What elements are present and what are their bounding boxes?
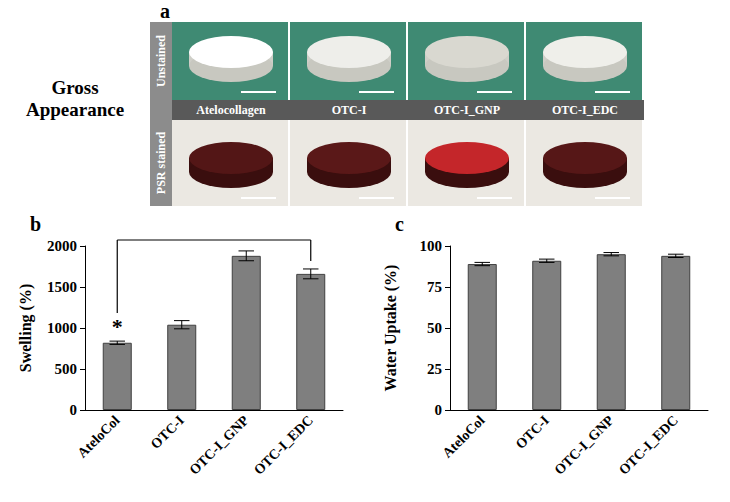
svg-text:1500: 1500	[47, 279, 77, 295]
svg-text:Swelling (%): Swelling (%)	[17, 284, 35, 372]
svg-text:OTC-I_GNP: OTC-I_GNP	[434, 103, 500, 117]
svg-text:OTC-I_GNP: OTC-I_GNP	[552, 412, 617, 477]
svg-text:500: 500	[55, 361, 78, 377]
svg-text:*: *	[112, 314, 123, 339]
svg-text:a: a	[160, 0, 170, 22]
svg-text:25: 25	[427, 361, 442, 377]
svg-text:OTC-I: OTC-I	[332, 103, 367, 117]
svg-text:75: 75	[427, 279, 442, 295]
svg-text:PSR stained: PSR stained	[154, 132, 168, 195]
svg-text:0: 0	[435, 402, 443, 418]
svg-text:AteloCol: AteloCol	[75, 413, 123, 461]
svg-text:AteloCol: AteloCol	[440, 413, 488, 461]
svg-text:50: 50	[427, 320, 442, 336]
svg-text:c: c	[395, 213, 404, 235]
svg-text:b: b	[30, 213, 41, 235]
svg-text:OTC-I_EDC: OTC-I_EDC	[616, 413, 681, 478]
svg-text:OTC-I: OTC-I	[148, 413, 187, 452]
svg-text:OTC-I_EDC: OTC-I_EDC	[251, 413, 316, 478]
svg-text:2000: 2000	[47, 238, 77, 254]
svg-text:100: 100	[420, 238, 443, 254]
svg-text:Atelocollagen: Atelocollagen	[196, 103, 266, 117]
svg-text:OTC-I_EDC: OTC-I_EDC	[552, 103, 618, 117]
svg-text:Water Uptake (%): Water Uptake (%)	[382, 265, 400, 392]
svg-text:Unstained: Unstained	[154, 35, 168, 87]
svg-text:1000: 1000	[47, 320, 77, 336]
svg-text:OTC-I: OTC-I	[513, 413, 552, 452]
svg-text:OTC-I_GNP: OTC-I_GNP	[187, 412, 252, 477]
svg-text:0: 0	[70, 402, 78, 418]
svg-text:Appearance: Appearance	[26, 99, 124, 120]
svg-text:Gross: Gross	[51, 77, 98, 98]
